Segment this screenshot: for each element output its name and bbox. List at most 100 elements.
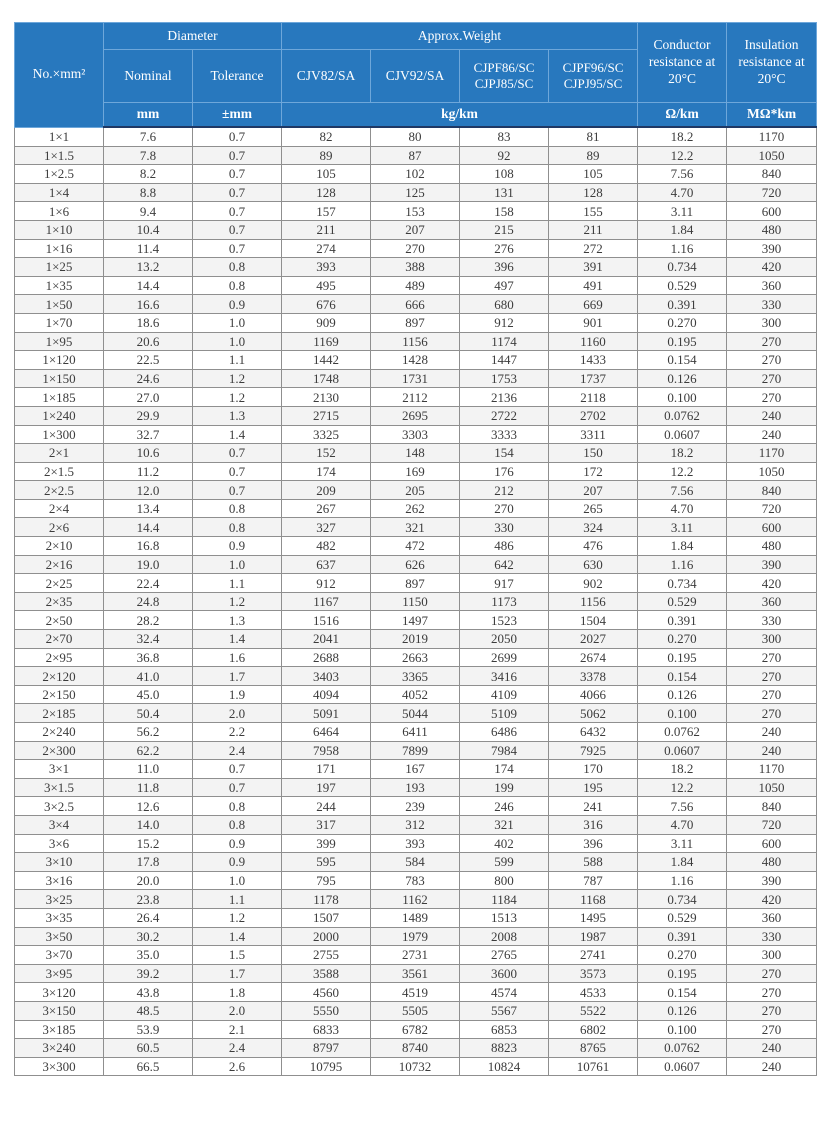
table-cell: 1987 — [548, 926, 639, 947]
table-cell: 3×300 — [14, 1056, 104, 1077]
table-cell: 0.7 — [191, 145, 283, 166]
table-cell: 0.7 — [191, 759, 283, 779]
table-cell: 0.126 — [637, 684, 728, 705]
table-cell: 17.8 — [103, 852, 193, 872]
table-cell: 600 — [726, 517, 818, 538]
table-cell: 0.9 — [191, 294, 283, 314]
table-cell: 48.5 — [103, 1000, 193, 1021]
table-cell: 2×300 — [14, 740, 104, 761]
table-row: 2×150 45.0 1.9 4094 4052 4109 4066 0.126 270 — [14, 684, 818, 705]
table-cell: 495 — [281, 275, 372, 296]
unit-resistance: Ω/km — [637, 102, 728, 128]
table-cell: 43.8 — [103, 982, 193, 1002]
table-cell: 4.70 — [637, 182, 728, 203]
table-row: 2×10 16.8 0.9 482 472 486 476 1.84 480 — [14, 536, 818, 556]
table-cell: 240 — [726, 405, 818, 426]
table-cell: 15.2 — [103, 833, 193, 854]
table-cell: 1169 — [281, 331, 372, 352]
table-cell: 2695 — [370, 405, 461, 426]
table-cell: 393 — [370, 833, 461, 854]
table-cell: 22.5 — [103, 350, 193, 370]
table-cell: 1167 — [281, 591, 372, 612]
table-cell: 16.6 — [103, 294, 193, 314]
table-cell: 6802 — [548, 1019, 639, 1040]
table-cell: 2×150 — [14, 684, 104, 705]
table-cell: 360 — [726, 591, 818, 612]
table-cell: 491 — [548, 275, 639, 296]
table-cell: 1442 — [281, 350, 372, 370]
table-cell: 402 — [459, 833, 550, 854]
table-cell: 0.8 — [191, 814, 283, 835]
table-cell: 211 — [548, 219, 639, 240]
table-cell: 7.56 — [637, 164, 728, 184]
table-cell: 420 — [726, 257, 818, 277]
table-cell: 272 — [548, 238, 639, 259]
table-cell: 5522 — [548, 1000, 639, 1021]
table-cell: 18.2 — [637, 443, 728, 463]
table-cell: 239 — [370, 796, 461, 816]
table-cell: 10761 — [548, 1056, 639, 1077]
table-cell: 1.0 — [191, 312, 283, 333]
header-tolerance: Tolerance — [191, 49, 283, 103]
table-cell: 391 — [548, 257, 639, 277]
table-cell: 0.7 — [191, 201, 283, 221]
table-cell: 2019 — [370, 629, 461, 649]
table-cell: 472 — [370, 536, 461, 556]
table-cell: 87 — [370, 145, 461, 166]
table-cell: 3325 — [281, 424, 372, 445]
table-cell: 195 — [548, 777, 639, 798]
table-cell: 172 — [548, 461, 639, 482]
table-cell: 209 — [281, 480, 372, 500]
table-cell: 396 — [548, 833, 639, 854]
table-cell: 312 — [370, 814, 461, 835]
table-cell: 2×185 — [14, 703, 104, 723]
table-cell: 35.0 — [103, 945, 193, 965]
table-cell: 1504 — [548, 610, 639, 631]
table-cell: 24.8 — [103, 591, 193, 612]
table-cell: 420 — [726, 573, 818, 593]
table-cell: 1753 — [459, 368, 550, 389]
table-cell: 89 — [281, 145, 372, 166]
table-cell: 1.4 — [191, 424, 283, 445]
table-cell: 12.2 — [637, 777, 728, 798]
table-cell: 128 — [281, 182, 372, 203]
table-cell: 205 — [370, 480, 461, 500]
table-row: 1×4 8.8 0.7 128 125 131 128 4.70 720 — [14, 182, 818, 203]
table-cell: 2×70 — [14, 629, 104, 649]
table-cell: 7958 — [281, 740, 372, 761]
table-cell: 390 — [726, 554, 818, 575]
table-row: 3×50 30.2 1.4 2000 1979 2008 1987 0.391 330 — [14, 926, 818, 947]
table-cell: 316 — [548, 814, 639, 835]
table-cell: 1.3 — [191, 405, 283, 426]
table-cell: 2130 — [281, 387, 372, 407]
table-row: 3×70 35.0 1.5 2755 2731 2765 2741 0.270 300 — [14, 945, 818, 965]
table-cell: 4.70 — [637, 498, 728, 519]
table-cell: 240 — [726, 722, 818, 742]
table-cell: 0.9 — [191, 852, 283, 872]
table-cell: 27.0 — [103, 387, 193, 407]
table-cell: 2050 — [459, 629, 550, 649]
table-cell: 482 — [281, 536, 372, 556]
table-cell: 486 — [459, 536, 550, 556]
header-cjpf86: CJPF86/SC CJPJ85/SC — [459, 49, 550, 103]
header-group-weight: Approx.Weight — [281, 22, 639, 50]
table-cell: 240 — [726, 1056, 818, 1077]
table-cell: 2663 — [370, 647, 461, 668]
table-cell: 3×2.5 — [14, 796, 104, 816]
table-cell: 246 — [459, 796, 550, 816]
table-cell: 171 — [281, 759, 372, 779]
table-cell: 3333 — [459, 424, 550, 445]
table-cell: 1.0 — [191, 870, 283, 891]
table-cell: 360 — [726, 907, 818, 928]
table-cell: 1050 — [726, 461, 818, 482]
table-cell: 1×25 — [14, 257, 104, 277]
table-cell: 80 — [370, 126, 461, 147]
table-cell: 0.8 — [191, 517, 283, 538]
table-cell: 128 — [548, 182, 639, 203]
table-cell: 1737 — [548, 368, 639, 389]
table-cell: 1731 — [370, 368, 461, 389]
table-cell: 1×4 — [14, 182, 104, 203]
table-cell: 0.154 — [637, 666, 728, 686]
table-row: 2×95 36.8 1.6 2688 2663 2699 2674 0.195 270 — [14, 647, 818, 668]
table-cell: 3.11 — [637, 201, 728, 221]
